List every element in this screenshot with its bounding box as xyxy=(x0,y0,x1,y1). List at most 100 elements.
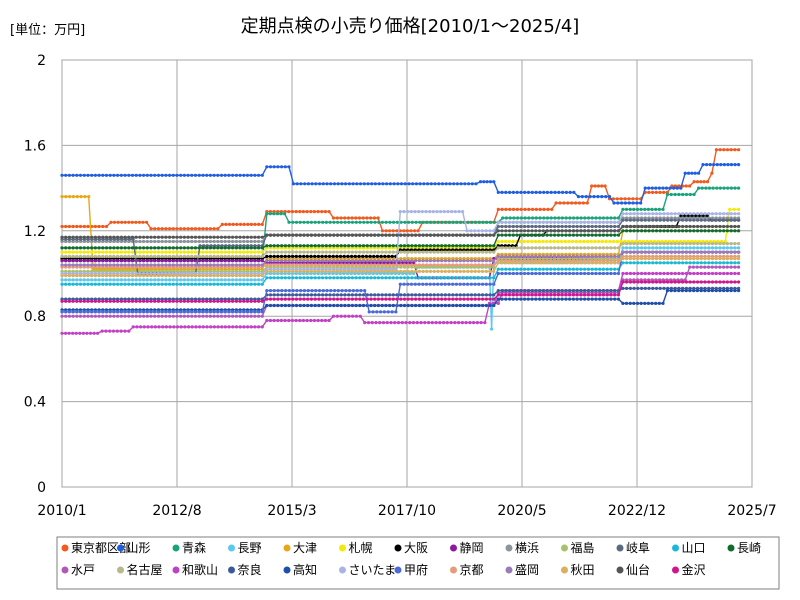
data-point xyxy=(688,280,692,284)
data-point xyxy=(545,216,550,220)
data-point xyxy=(417,259,421,263)
legend-label: 長野 xyxy=(238,541,262,555)
data-point xyxy=(545,271,549,276)
data-point xyxy=(383,254,387,258)
data-point xyxy=(729,246,733,250)
data-point xyxy=(231,263,235,267)
data-point xyxy=(707,242,711,246)
data-point xyxy=(372,254,376,258)
data-point xyxy=(153,250,157,254)
data-point xyxy=(130,246,135,250)
data-point xyxy=(318,182,322,186)
data-point xyxy=(145,274,149,278)
data-point xyxy=(90,282,94,286)
data-point xyxy=(417,303,421,308)
data-point xyxy=(564,297,568,301)
data-point xyxy=(658,254,662,258)
data-point xyxy=(484,303,488,308)
data-point xyxy=(496,244,500,248)
data-point xyxy=(116,250,120,254)
data-point xyxy=(324,244,328,248)
data-point xyxy=(223,297,227,301)
data-point xyxy=(156,239,161,244)
data-point xyxy=(295,289,299,293)
data-point xyxy=(661,207,665,211)
data-point xyxy=(86,259,90,263)
data-point xyxy=(160,239,164,244)
data-point xyxy=(673,257,677,261)
data-point xyxy=(317,276,321,280)
data-point xyxy=(556,261,561,265)
data-point xyxy=(171,297,175,301)
data-point xyxy=(324,297,328,301)
data-point xyxy=(127,297,131,301)
data-point xyxy=(219,250,224,254)
data-point xyxy=(639,207,643,211)
data-point xyxy=(414,244,418,248)
data-point xyxy=(249,325,253,329)
data-point xyxy=(477,233,481,237)
data-point xyxy=(673,280,677,284)
data-point xyxy=(231,325,235,329)
data-point xyxy=(545,190,550,194)
data-point xyxy=(227,254,231,258)
data-point xyxy=(323,318,327,323)
data-point xyxy=(515,271,519,276)
data-point xyxy=(530,267,534,271)
data-point xyxy=(116,274,120,278)
data-point xyxy=(519,293,523,297)
data-point xyxy=(234,239,238,244)
data-point xyxy=(362,182,366,186)
data-point xyxy=(450,210,454,214)
data-point xyxy=(461,210,465,214)
data-point xyxy=(425,276,429,280)
data-point xyxy=(253,314,257,318)
data-point xyxy=(590,267,594,271)
data-point xyxy=(342,254,346,258)
data-point xyxy=(598,271,602,276)
data-point xyxy=(673,224,677,229)
data-point xyxy=(466,263,470,267)
data-point xyxy=(462,303,466,308)
data-point xyxy=(696,280,700,284)
data-point xyxy=(538,220,542,224)
data-point xyxy=(462,263,466,267)
data-point xyxy=(265,244,269,248)
legend-marker xyxy=(505,566,513,574)
data-point xyxy=(560,233,564,237)
data-point xyxy=(310,289,314,293)
data-point xyxy=(373,220,377,224)
data-point xyxy=(242,254,246,258)
data-point xyxy=(482,180,486,184)
data-point xyxy=(212,250,216,254)
data-point xyxy=(402,259,407,263)
data-point xyxy=(376,246,380,250)
data-point xyxy=(492,269,496,273)
legend-marker xyxy=(727,544,735,552)
data-point xyxy=(321,263,325,267)
data-point xyxy=(729,229,733,233)
data-point xyxy=(492,259,496,263)
data-point xyxy=(130,299,135,303)
data-point xyxy=(707,261,711,265)
data-point xyxy=(556,246,561,250)
data-point xyxy=(90,259,94,263)
data-point xyxy=(97,173,101,177)
data-point xyxy=(438,321,442,325)
data-point xyxy=(621,280,625,284)
data-point xyxy=(432,263,436,267)
data-point xyxy=(276,263,280,267)
data-point xyxy=(402,269,407,273)
data-point xyxy=(681,224,685,229)
data-point xyxy=(411,321,416,325)
data-point xyxy=(298,293,302,297)
data-point xyxy=(365,250,369,254)
data-point xyxy=(583,224,587,229)
data-point xyxy=(134,263,138,267)
data-point xyxy=(624,207,629,211)
data-point xyxy=(673,229,677,233)
data-point xyxy=(205,297,209,301)
data-point xyxy=(538,271,542,276)
data-point xyxy=(108,310,112,314)
data-point xyxy=(402,282,406,286)
